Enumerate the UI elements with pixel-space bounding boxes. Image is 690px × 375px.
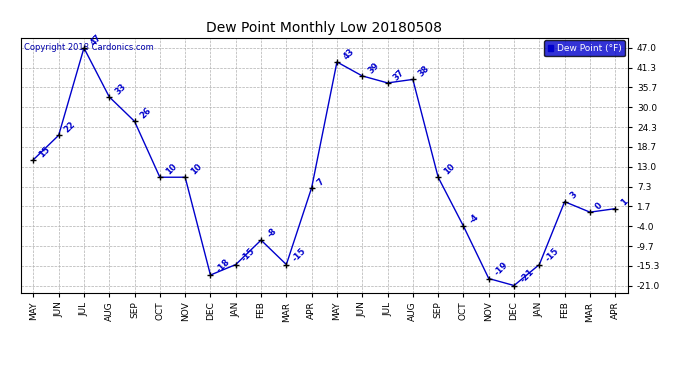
Text: Copyright 2018 Cardonics.com: Copyright 2018 Cardonics.com	[23, 43, 153, 52]
Text: 7: 7	[316, 177, 326, 187]
Text: -15: -15	[240, 246, 257, 264]
Text: 10: 10	[164, 162, 179, 177]
Text: -19: -19	[493, 261, 510, 278]
Title: Dew Point Monthly Low 20180508: Dew Point Monthly Low 20180508	[206, 21, 442, 35]
Text: 22: 22	[63, 120, 77, 135]
Text: -21: -21	[518, 267, 535, 285]
Text: 33: 33	[113, 82, 128, 96]
Text: 15: 15	[37, 144, 52, 159]
Text: 37: 37	[392, 68, 406, 82]
Text: 39: 39	[366, 61, 381, 75]
Text: -15: -15	[544, 246, 561, 264]
Text: 38: 38	[417, 64, 431, 79]
Text: 47: 47	[88, 33, 103, 47]
Legend: Dew Point (°F): Dew Point (°F)	[544, 40, 625, 56]
Text: -15: -15	[290, 246, 308, 264]
Text: -18: -18	[215, 257, 232, 274]
Text: 10: 10	[442, 162, 457, 177]
Text: 10: 10	[189, 162, 204, 177]
Text: 26: 26	[139, 106, 153, 120]
Text: 43: 43	[341, 46, 356, 61]
Text: 1: 1	[620, 197, 630, 208]
Text: 0: 0	[594, 201, 604, 211]
Text: 3: 3	[569, 190, 579, 201]
Text: -8: -8	[265, 226, 278, 239]
Text: -4: -4	[468, 212, 481, 225]
